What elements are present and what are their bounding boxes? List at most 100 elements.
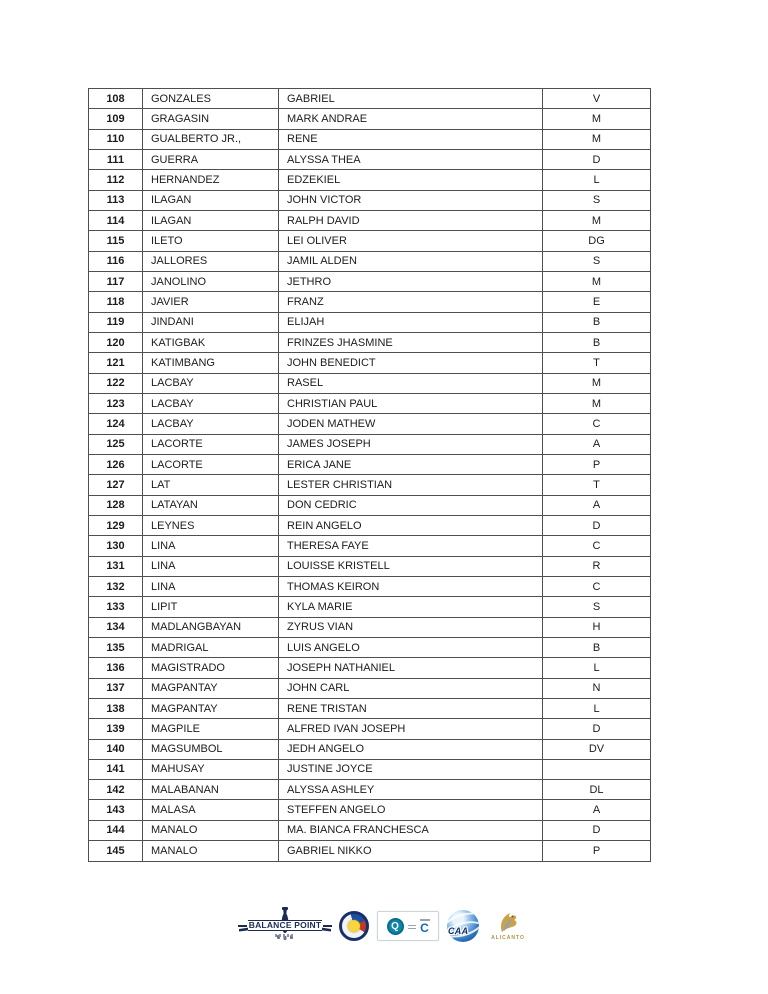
cell-last-name: MAGPANTAY [142,697,279,720]
cell-middle-initial: V [542,87,651,110]
cell-first-name: JAMIL ALDEN [278,250,543,272]
cell-first-name: RALPH DAVID [278,209,543,232]
cell-number: 145 [88,840,143,862]
table-row: 145 MANALO GABRIEL NIKKO P [88,840,651,862]
cell-number: 139 [88,718,143,740]
table-row: 127 LAT LESTER CHRISTIAN T [88,474,651,496]
cell-last-name: LIPIT [142,596,279,618]
cell-last-name: LACORTE [142,433,279,455]
cell-number: 122 [88,372,143,394]
cell-first-name: JUSTINE JOYCE [278,758,543,781]
cell-number: 143 [88,799,143,821]
cell-first-name: FRANZ [278,291,543,313]
cell-number: 136 [88,657,143,679]
cell-number: 131 [88,555,143,577]
cell-last-name: KATIMBANG [142,352,279,374]
cell-number: 133 [88,596,143,618]
cell-last-name: LINA [142,575,279,598]
cert-c-glyph: C [420,920,429,935]
cell-last-name: JALLORES [142,250,279,272]
balance-point-logo: BALANCE POINT [237,906,333,946]
quality-cert-icon: Q [386,917,404,935]
cell-number: 138 [88,697,143,720]
cell-first-name: JAMES JOSEPH [278,433,543,455]
cell-middle-initial: S [542,250,651,272]
cell-last-name: GUERRA [142,148,279,171]
cell-last-name: LACBAY [142,372,279,394]
cell-first-name: ALYSSA ASHLEY [278,779,543,801]
balance-point-wordmark: BALANCE POINT [237,920,333,931]
cell-last-name: MAGPANTAY [142,677,279,699]
cell-number: 142 [88,779,143,801]
table-row: 123 LACBAY CHRISTIAN PAUL M [88,392,651,415]
cell-last-name: KATIGBAK [142,331,279,354]
cell-last-name: JAVIER [142,291,279,313]
table-row: 121 KATIMBANG JOHN BENEDICT T [88,352,651,374]
table-row: 112 HERNANDEZ EDZEKIEL L [88,169,651,191]
cell-first-name: ELIJAH [278,311,543,333]
cell-middle-initial: DL [542,779,651,801]
cell-middle-initial: P [542,840,651,862]
table-row: 134 MADLANGBAYAN ZYRUS VIAN H [88,616,651,638]
cell-middle-initial: M [542,270,651,293]
cell-number: 134 [88,616,143,638]
cell-last-name: MAGSUMBOL [142,738,279,760]
cell-middle-initial: B [542,636,651,659]
cell-first-name: MA. BIANCA FRANCHESCA [278,819,543,842]
table-row: 131 LINA LOUISSE KRISTELL R [88,555,651,577]
cell-first-name: JOSEPH NATHANIEL [278,657,543,679]
cell-first-name: THERESA FAYE [278,535,543,557]
cell-middle-initial: N [542,677,651,699]
table-row: 130 LINA THERESA FAYE C [88,535,651,557]
cell-first-name: JOHN VICTOR [278,189,543,211]
cert-c-mark-icon: C [419,918,430,935]
cell-last-name: ILAGAN [142,209,279,232]
cell-first-name: JOHN CARL [278,677,543,699]
table-row: 118 JAVIER FRANZ E [88,291,651,313]
cell-first-name: RENE TRISTAN [278,697,543,720]
cell-last-name: JANOLINO [142,270,279,293]
cell-middle-initial: D [542,514,651,537]
cell-first-name: LESTER CHRISTIAN [278,474,543,496]
roster-table-body: 108 GONZALES GABRIEL V 109 GRAGASIN MARK ANDRA… [88,87,651,862]
table-row: 129 LEYNES REIN ANGELO D [88,514,651,537]
cell-last-name: MAGPILE [142,718,279,740]
cell-number: 135 [88,636,143,659]
table-row: 108 GONZALES GABRIEL V [88,87,651,110]
table-row: 133 LIPIT KYLA MARIE S [88,596,651,618]
cell-last-name: LEYNES [142,514,279,537]
table-row: 120 KATIGBAK FRINZES JHASMINE B [88,331,651,354]
cell-last-name: LINA [142,555,279,577]
table-row: 136 MAGISTRADO JOSEPH NATHANIEL L [88,657,651,679]
cell-middle-initial: A [542,433,651,455]
cell-last-name: MAHUSAY [142,758,279,781]
cell-middle-initial: M [542,108,651,130]
cell-first-name: JODEN MATHEW [278,413,543,435]
cell-last-name: GRAGASIN [142,108,279,130]
cell-number: 140 [88,738,143,760]
table-row: 135 MADRIGAL LUIS ANGELO B [88,636,651,659]
cell-first-name: RENE [278,128,543,150]
cell-first-name: JEDH ANGELO [278,738,543,760]
cell-middle-initial: D [542,819,651,842]
cell-number: 128 [88,494,143,516]
cell-middle-initial: DV [542,738,651,760]
table-row: 144 MANALO MA. BIANCA FRANCHESCA D [88,819,651,842]
cell-first-name: MARK ANDRAE [278,108,543,130]
cell-middle-initial: E [542,291,651,313]
cell-number: 124 [88,413,143,435]
cell-last-name: JINDANI [142,311,279,333]
table-row: 117 JANOLINO JETHRO M [88,270,651,293]
globe-icon [447,910,479,942]
cell-middle-initial: R [542,555,651,577]
table-row: 109 GRAGASIN MARK ANDRAE M [88,108,651,130]
cell-middle-initial: L [542,657,651,679]
cell-number: 112 [88,169,143,191]
table-row: 111 GUERRA ALYSSA THEA D [88,148,651,171]
cell-last-name: MANALO [142,840,279,862]
cell-last-name: LINA [142,535,279,557]
table-row: 115 ILETO LEI OLIVER DG [88,230,651,252]
table-row: 132 LINA THOMAS KEIRON C [88,575,651,598]
table-row: 113 ILAGAN JOHN VICTOR S [88,189,651,211]
cell-first-name: JETHRO [278,270,543,293]
